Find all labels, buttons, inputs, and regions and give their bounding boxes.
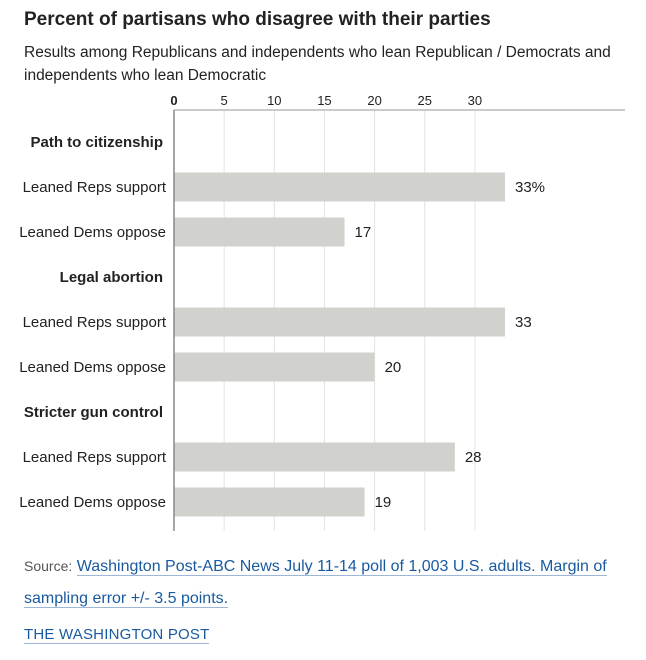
x-tick-label: 10 xyxy=(267,93,281,108)
bar xyxy=(174,487,365,517)
bar xyxy=(174,307,505,337)
category-label: Leaned Dems oppose xyxy=(19,224,166,241)
group-label: Stricter gun control xyxy=(24,404,163,421)
category-label: Leaned Dems oppose xyxy=(19,359,166,376)
category-label: Leaned Reps support xyxy=(23,449,167,466)
bar xyxy=(174,352,375,382)
value-label: 33% xyxy=(515,179,545,196)
x-tick-label: 30 xyxy=(468,93,482,108)
chart-title: Percent of partisans who disagree with t… xyxy=(24,9,491,30)
category-label: Leaned Reps support xyxy=(23,179,167,196)
value-label: 20 xyxy=(385,359,402,376)
x-tick-label: 0 xyxy=(170,93,177,108)
bar xyxy=(174,442,455,472)
bar xyxy=(174,172,505,202)
value-label: 19 xyxy=(375,494,392,511)
x-tick-label: 5 xyxy=(221,93,228,108)
chart-subtitle: Results among Republicans and independen… xyxy=(24,44,611,84)
group-label: Path to citizenship xyxy=(30,134,163,151)
bar xyxy=(174,217,345,247)
category-label: Leaned Reps support xyxy=(23,314,167,331)
source-link[interactable]: Washington Post-ABC News July 11-14 poll… xyxy=(24,558,607,608)
source-label: Source: xyxy=(24,558,73,574)
category-label: Leaned Dems oppose xyxy=(19,494,166,511)
x-tick-label: 15 xyxy=(317,93,331,108)
brand-link[interactable]: THE WASHINGTON POST xyxy=(24,626,210,644)
source-note: Source: Washington Post-ABC News July 11… xyxy=(24,550,624,615)
value-label: 17 xyxy=(355,224,372,241)
x-tick-label: 20 xyxy=(367,93,381,108)
x-tick-label: 25 xyxy=(418,93,432,108)
value-label: 28 xyxy=(465,449,482,466)
bar-chart: 0 5 10 15 20 25 30 Path to citizenship Leaned Re… xyxy=(19,93,625,531)
group-label: Legal abortion xyxy=(60,269,163,286)
value-label: 33 xyxy=(515,314,532,331)
